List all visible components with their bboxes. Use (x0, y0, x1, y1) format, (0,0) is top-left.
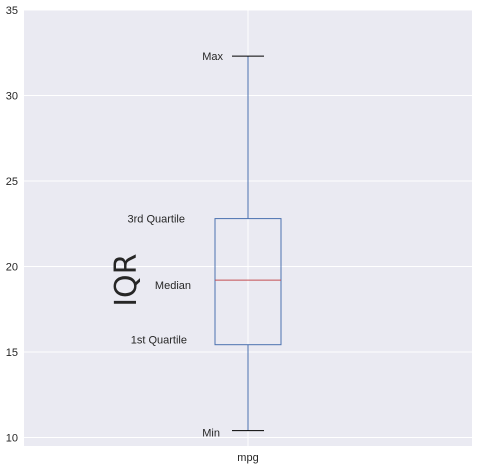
box-plot (214, 55, 282, 432)
y-tick-label: 10 (6, 432, 18, 444)
annotation-min: Min (202, 428, 220, 440)
annotations: Max 3rd Quartile Median 1st Quartile Min (128, 51, 224, 439)
y-tick-label: 15 (6, 347, 18, 359)
iqr-box (214, 218, 282, 346)
x-axis-ticks: mpg (237, 452, 258, 464)
y-tick-label: 20 (6, 261, 18, 273)
annotation-q1: 1st Quartile (131, 335, 187, 347)
annotation-median: Median (155, 280, 191, 292)
y-tick-label: 35 (6, 5, 18, 17)
y-tick-label: 30 (6, 90, 18, 102)
iqr-label: IQR (109, 253, 144, 306)
y-axis-ticks: 10 15 20 25 30 35 (6, 5, 18, 444)
annotation-q3: 3rd Quartile (128, 214, 185, 226)
y-tick-label: 25 (6, 176, 18, 188)
annotation-max: Max (202, 51, 223, 63)
x-tick-label: mpg (237, 452, 258, 464)
